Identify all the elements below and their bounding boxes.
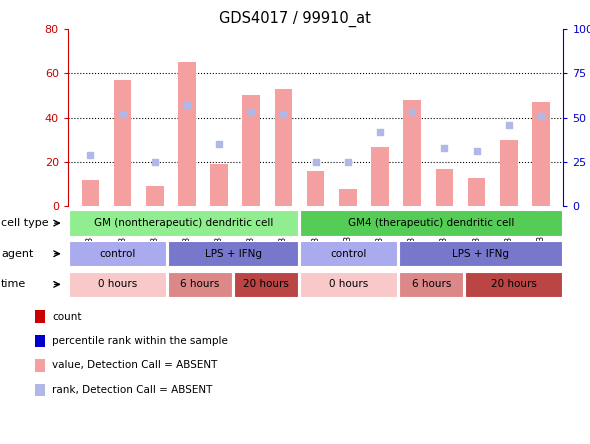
Text: count: count [52,312,81,321]
Point [472,148,481,155]
Bar [532,102,550,206]
Bar [399,272,463,297]
Text: percentile rank within the sample: percentile rank within the sample [52,336,228,346]
Text: cell type: cell type [1,218,49,228]
Point [214,141,224,148]
Bar [500,140,517,206]
Text: LPS + IFNg: LPS + IFNg [205,249,261,259]
Text: GDS4017 / 99910_at: GDS4017 / 99910_at [219,11,371,27]
Bar [274,89,292,206]
Point [343,159,353,166]
Point [182,102,192,109]
Point [408,109,417,116]
Bar [466,272,562,297]
Bar [399,241,562,266]
Point [440,144,449,151]
Bar [300,272,397,297]
Point [311,159,320,166]
Text: rank, Detection Call = ABSENT: rank, Detection Call = ABSENT [52,385,212,395]
Text: 6 hours: 6 hours [181,279,219,289]
Bar [300,210,562,236]
Text: control: control [99,249,136,259]
Point [86,151,95,159]
Bar [114,80,132,206]
Bar [69,272,166,297]
Bar [178,62,196,206]
Bar [242,95,260,206]
Bar [371,147,389,206]
Bar [168,241,298,266]
Text: 0 hours: 0 hours [329,279,368,289]
Bar [69,241,166,266]
Text: 0 hours: 0 hours [98,279,137,289]
Bar [168,272,232,297]
Text: 20 hours: 20 hours [243,279,289,289]
Bar [468,178,486,206]
Text: agent: agent [1,249,34,259]
Point [375,128,385,135]
Point [278,111,288,118]
Bar [300,241,397,266]
Bar [234,272,298,297]
Text: GM4 (therapeutic) dendritic cell: GM4 (therapeutic) dendritic cell [348,218,514,228]
Point [150,159,159,166]
Bar [210,164,228,206]
Point [504,121,513,128]
Bar [69,210,298,236]
Bar [307,171,324,206]
Text: 6 hours: 6 hours [412,279,451,289]
Text: GM (nontherapeutic) dendritic cell: GM (nontherapeutic) dendritic cell [94,218,273,228]
Point [247,109,256,116]
Point [118,111,127,118]
Text: LPS + IFNg: LPS + IFNg [453,249,509,259]
Bar [146,186,163,206]
Text: time: time [1,279,27,289]
Text: 20 hours: 20 hours [491,279,537,289]
Bar [339,189,357,206]
Text: value, Detection Call = ABSENT: value, Detection Call = ABSENT [52,361,217,370]
Point [536,112,546,119]
Text: control: control [330,249,367,259]
Bar [404,100,421,206]
Bar [435,169,453,206]
Bar [81,180,99,206]
